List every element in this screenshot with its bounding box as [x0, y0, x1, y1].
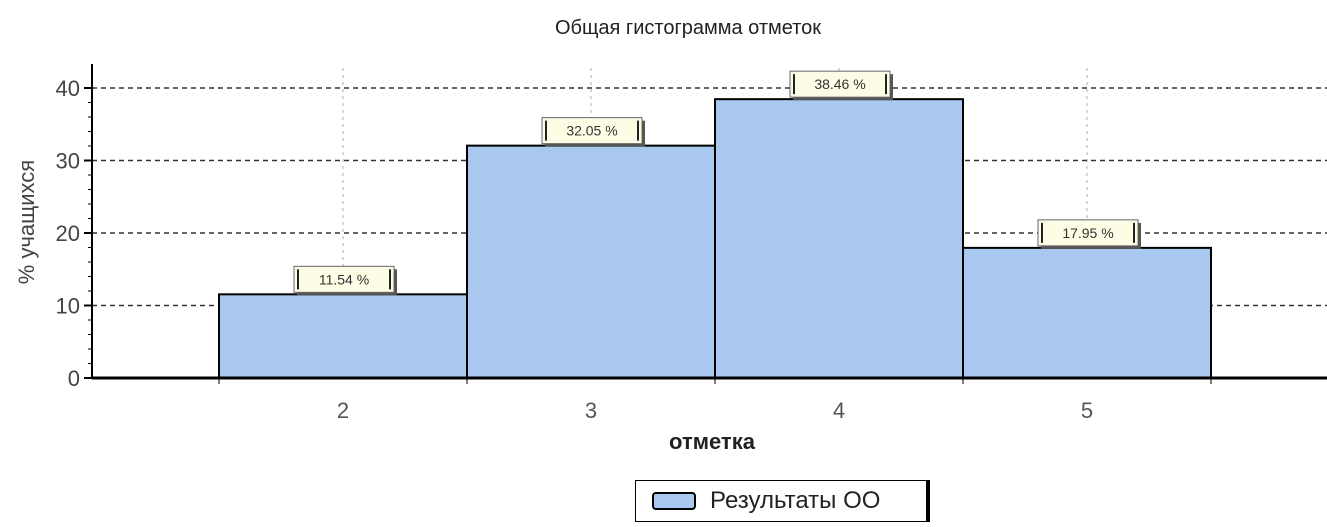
- data-label-text: 32.05 %: [566, 123, 617, 139]
- y-tick-label-20: 20: [56, 221, 80, 246]
- bar-2: [218, 293, 468, 379]
- x-tick-label-2: 2: [337, 398, 349, 423]
- chart-title: Общая гистограмма отметок: [555, 17, 821, 39]
- x-tick-label-4: 4: [833, 398, 845, 423]
- bar-3: [466, 144, 716, 379]
- chart-legend: Результаты ОО: [635, 480, 930, 522]
- data-labels: 11.54 % 32.05 % 38.46 % 17.95 %: [293, 70, 1141, 296]
- axes: 0 10 20 30 40 2 3 4 5: [56, 64, 1327, 423]
- data-label-3: 32.05 %: [541, 117, 645, 147]
- y-tick-label-40: 40: [56, 76, 80, 101]
- y-tick-label-10: 10: [56, 294, 80, 319]
- legend-label: Результаты ОО: [710, 487, 881, 514]
- y-tick-label-0: 0: [68, 366, 80, 391]
- x-tick-label-3: 3: [585, 398, 597, 423]
- data-label-text: 17.95 %: [1062, 225, 1113, 241]
- data-label-text: 11.54 %: [319, 271, 369, 287]
- data-label-4: 38.46 %: [789, 70, 893, 101]
- x-axis-label: отметка: [669, 429, 756, 454]
- x-tick-label-5: 5: [1081, 398, 1093, 423]
- bar-5: [962, 246, 1212, 379]
- data-label-5: 17.95 %: [1037, 219, 1141, 249]
- y-axis-label: % учащихся: [14, 160, 39, 284]
- bar-4: [714, 98, 964, 379]
- data-label-text: 38.46 %: [814, 76, 865, 92]
- data-label-2: 11.54 %: [293, 265, 397, 296]
- legend-swatch: [652, 492, 696, 510]
- y-tick-label-30: 30: [56, 149, 80, 174]
